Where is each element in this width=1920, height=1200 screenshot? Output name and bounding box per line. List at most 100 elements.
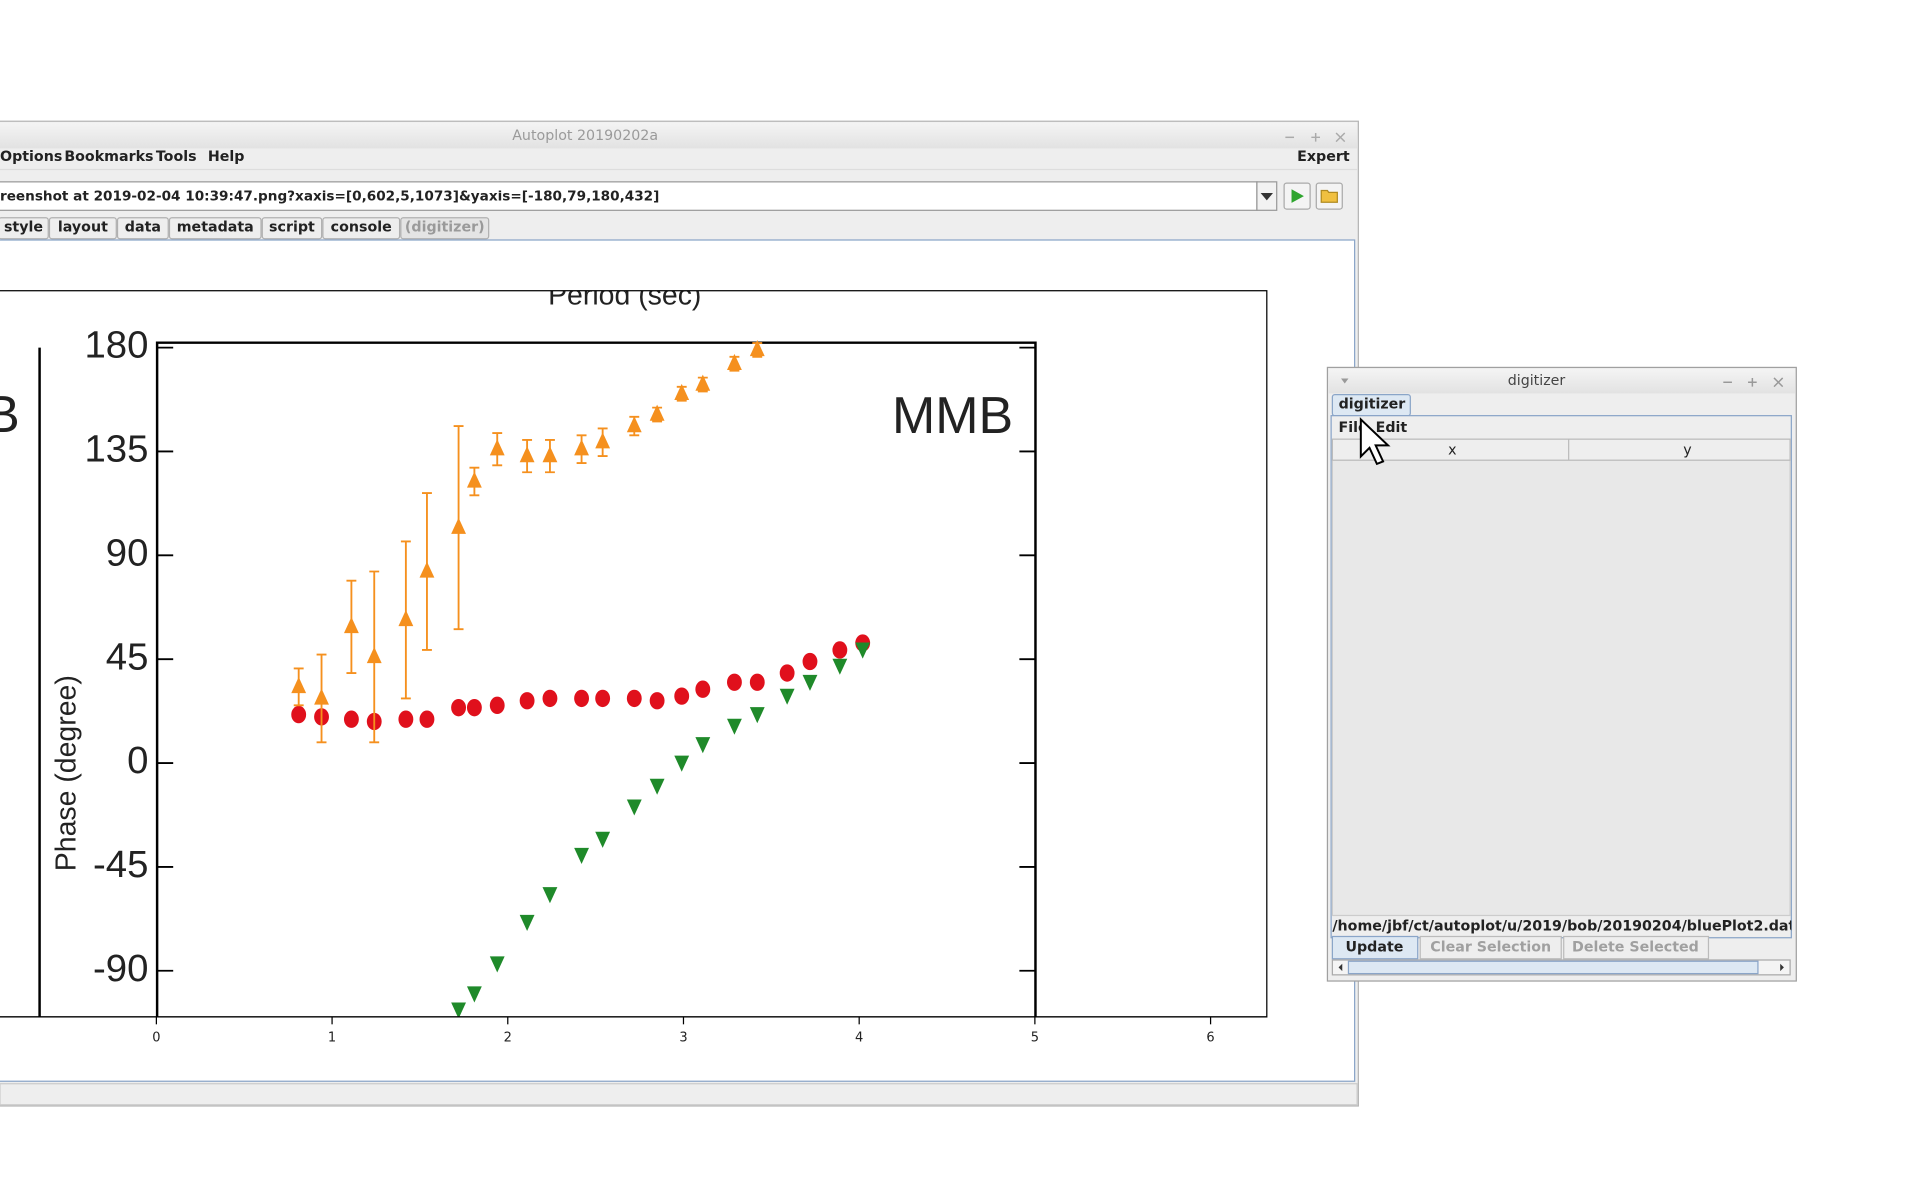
column-header[interactable]: x xyxy=(1448,442,1456,458)
data-point xyxy=(489,956,505,973)
data-point xyxy=(727,353,742,370)
update-label: Update xyxy=(1345,940,1403,956)
tab-label: (digitizer) xyxy=(405,220,485,236)
data-point xyxy=(832,658,848,675)
update-button[interactable] xyxy=(1331,935,1419,960)
data-point xyxy=(626,799,642,816)
close[interactable] xyxy=(1335,132,1346,143)
x-tick-label: 1 xyxy=(328,1030,336,1045)
y-tick-label: 90 xyxy=(106,531,149,574)
tab-label: data xyxy=(125,220,161,236)
tab[interactable] xyxy=(116,217,169,240)
data-point xyxy=(695,737,711,754)
maximize[interactable] xyxy=(1311,132,1320,142)
image-frame xyxy=(155,341,1037,1017)
tab[interactable] xyxy=(168,217,262,240)
data-point xyxy=(574,847,589,865)
menu-item[interactable]: Help xyxy=(208,149,245,165)
expert-menu[interactable]: Expert xyxy=(1297,149,1350,165)
data-point xyxy=(727,673,742,691)
data-point xyxy=(749,707,765,724)
tab[interactable] xyxy=(48,217,117,240)
data-point xyxy=(451,1002,467,1017)
data-point xyxy=(291,676,307,694)
data-point xyxy=(649,404,665,421)
data-point xyxy=(674,687,690,705)
x-axis: 0 1 2 3 4 5 6 xyxy=(0,1016,1267,1045)
data-point xyxy=(674,383,690,400)
y-tick-label: 180 xyxy=(84,324,148,367)
clear-button[interactable] xyxy=(1419,935,1562,960)
title-bar xyxy=(0,122,1358,149)
maximize[interactable] xyxy=(1748,377,1757,387)
status-bar xyxy=(0,1083,1358,1106)
x-tick-label: 6 xyxy=(1206,1030,1214,1045)
plot-image: B Period (sec) MMB Phase (degree) 180 135… xyxy=(0,279,1267,1017)
data-point xyxy=(366,646,382,664)
data-point xyxy=(451,517,467,534)
data-point xyxy=(749,340,765,357)
data-point xyxy=(695,374,711,391)
digitizer-controls xyxy=(1723,377,1784,388)
window-controls xyxy=(1285,132,1346,143)
window-menu-icon[interactable] xyxy=(1341,378,1349,384)
data-point xyxy=(542,689,558,708)
panel-label: MMB xyxy=(892,387,1013,445)
data-point xyxy=(695,680,711,698)
tab-label: console xyxy=(331,220,392,236)
data-point xyxy=(574,689,589,708)
left-panel-label: B xyxy=(0,386,20,444)
data-point xyxy=(779,664,795,682)
data-point xyxy=(314,688,329,705)
tab-label: layout xyxy=(58,220,108,236)
menu-item[interactable]: Tools xyxy=(156,149,197,165)
data-point xyxy=(489,696,505,715)
y-tick-label: 0 xyxy=(127,739,148,782)
data-point xyxy=(343,710,359,728)
digitizer-title: digitizer xyxy=(1508,373,1566,389)
edit-menu[interactable]: Edit xyxy=(1376,420,1408,436)
data-point xyxy=(419,561,435,578)
uri-text: reenshot at 2019-02-04 10:39:47.png?xaxi… xyxy=(0,189,659,205)
menu-item[interactable]: Options xyxy=(0,149,62,165)
menu-bar: Options Bookmarks Tools Help xyxy=(0,149,244,165)
data-point xyxy=(343,616,359,634)
data-point xyxy=(466,698,482,717)
tab[interactable] xyxy=(400,217,490,240)
close[interactable] xyxy=(1773,377,1784,388)
image-background xyxy=(0,290,1267,1017)
data-point xyxy=(802,652,818,671)
data-point xyxy=(451,698,467,717)
delete-label: Delete Selected xyxy=(1572,940,1699,956)
dropdown-arrow xyxy=(1260,192,1273,201)
data-point xyxy=(519,914,535,931)
column-header[interactable]: y xyxy=(1683,442,1691,458)
data-point xyxy=(291,705,307,724)
x-tick-label: 4 xyxy=(855,1030,863,1045)
menu-item[interactable]: Bookmarks xyxy=(64,149,153,165)
uri-field[interactable] xyxy=(0,181,1258,211)
data-table xyxy=(1331,438,1791,917)
tab-label: metadata xyxy=(177,220,254,236)
tab[interactable] xyxy=(322,217,401,240)
tab-label: script xyxy=(269,220,315,236)
data-point xyxy=(419,710,435,728)
data-point xyxy=(595,432,611,449)
data-point xyxy=(595,689,611,708)
data-point xyxy=(542,446,558,463)
clear-label: Clear Selection xyxy=(1430,940,1551,956)
data-point xyxy=(542,887,558,904)
data-point xyxy=(574,439,589,456)
image-title: Period (sec) xyxy=(548,279,701,311)
tab[interactable] xyxy=(0,217,49,240)
y-tick-label: 45 xyxy=(106,635,149,678)
scroll-thumb[interactable] xyxy=(1347,960,1759,975)
data-point xyxy=(727,718,742,735)
tab[interactable] xyxy=(261,217,323,240)
data-point xyxy=(466,471,482,488)
go-icon xyxy=(1291,189,1304,203)
data-point xyxy=(626,416,642,433)
data-point xyxy=(466,986,482,1003)
delete-button[interactable] xyxy=(1563,935,1710,960)
